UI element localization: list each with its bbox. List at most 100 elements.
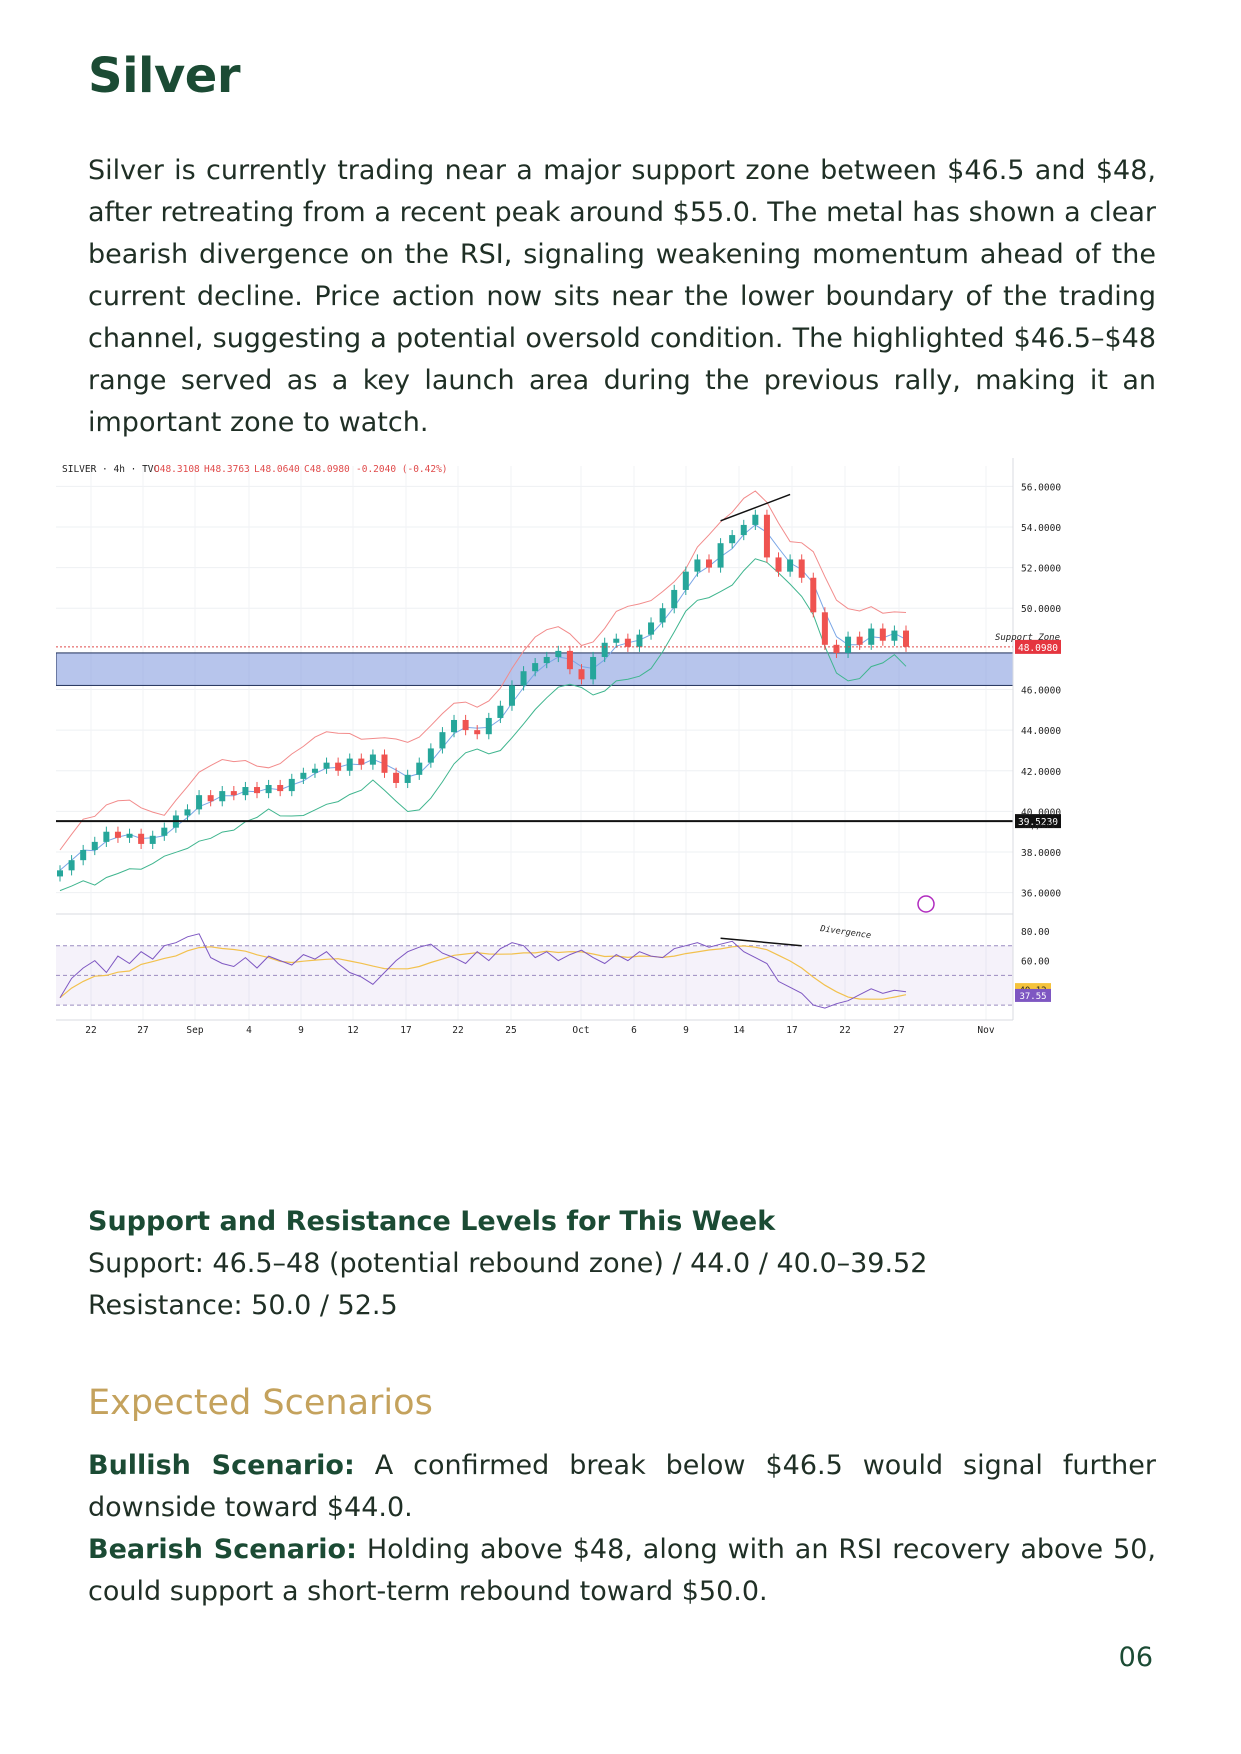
candle-body — [821, 612, 828, 645]
y-tick-label: 42.0000 — [1021, 767, 1061, 778]
x-tick-label: 4 — [246, 1025, 252, 1036]
candle-body — [659, 608, 666, 623]
axes: 56.0000 54.0000 52.0000 50.0000 46.0000 44.00… — [56, 458, 1061, 1036]
candle-body — [91, 841, 98, 851]
candle-body — [451, 719, 458, 733]
bullish-scenario: Bullish Scenario: A confirmed break belo… — [88, 1445, 1156, 1529]
zone-label: Support Zone — [995, 633, 1060, 643]
candle-body — [207, 795, 214, 802]
candle-body — [520, 671, 527, 686]
candle-body — [903, 630, 909, 647]
levels-title: Support and Resistance Levels for This W… — [88, 1206, 776, 1237]
candle-body — [358, 758, 365, 765]
support-levels: Support: 46.5–48 (potential rebound zone… — [88, 1248, 928, 1279]
bearish-scenario: Bearish Scenario: Holding above $48, alo… — [88, 1529, 1156, 1613]
x-tick-label: 17 — [786, 1025, 797, 1036]
candle-body — [311, 768, 318, 773]
x-tick-label: 6 — [631, 1025, 637, 1036]
y-tick-label: 36.0000 — [1021, 889, 1061, 900]
candle-body — [590, 656, 597, 680]
chart-open: O48.3108 — [154, 464, 200, 475]
y-tick-label: 50.0000 — [1021, 604, 1061, 615]
candle-body — [717, 543, 724, 568]
bb-upper — [59, 490, 907, 851]
candle-body — [242, 787, 249, 796]
candle-body — [103, 831, 110, 842]
chart-high: H48.3763 — [204, 464, 250, 475]
chart-symbol: SILVER · 4h · TVC — [62, 464, 159, 475]
candle-body — [335, 762, 342, 771]
x-tick-label: 22 — [85, 1025, 96, 1036]
y-tick-label: 38.0000 — [1021, 848, 1061, 859]
candle-body — [439, 732, 446, 749]
x-tick-label: 27 — [137, 1025, 148, 1036]
candle-body — [740, 524, 747, 536]
candle-body — [856, 636, 863, 645]
rsi-tick-label: 80.00 — [1021, 927, 1050, 938]
candle-body — [230, 791, 237, 796]
candle-body — [265, 784, 272, 794]
candle-body — [485, 717, 492, 735]
chart-svg: 48.0980 39.5230 40.1237.55 56.0000 54.0000… — [55, 458, 1190, 1170]
y-tick-label: 40.0000 — [1021, 807, 1061, 818]
candle-body — [474, 730, 481, 735]
rsi-line — [59, 933, 907, 1009]
silver-chart: 48.0980 39.5230 40.1237.55 56.0000 54.0000… — [55, 458, 1190, 1170]
candle-body — [763, 514, 770, 558]
y-tick-label: 44.0000 — [1021, 726, 1061, 737]
chart-change: -0.2040 (-0.42%) — [356, 464, 448, 475]
candle-body — [161, 827, 168, 836]
candle-body — [868, 628, 875, 645]
peak-trendline — [720, 493, 791, 522]
candle-body — [578, 669, 585, 680]
candle-body — [682, 571, 689, 590]
x-tick-label: Sep — [186, 1025, 203, 1036]
bearish-label: Bearish Scenario: — [88, 1534, 357, 1565]
candle-body — [891, 630, 898, 641]
candle-body — [532, 663, 539, 672]
candle-body — [705, 559, 712, 568]
candle-body — [798, 559, 805, 578]
support-line-label: Support — [1022, 821, 1056, 830]
y-tick-label: 46.0000 — [1021, 686, 1061, 697]
candle-body — [462, 719, 469, 731]
candle-body — [497, 705, 504, 718]
x-tick-label: 27 — [893, 1025, 904, 1036]
candle-body — [80, 850, 87, 861]
x-tick-label: 22 — [839, 1025, 850, 1036]
candle-body — [68, 860, 75, 871]
resistance-levels: Resistance: 50.0 / 52.5 — [88, 1290, 398, 1321]
candle-body — [810, 577, 817, 613]
candle-body — [138, 833, 145, 844]
candle-body — [543, 656, 550, 664]
candle-body — [196, 795, 203, 810]
rsi-value: 37.55 — [1019, 992, 1046, 1002]
candle-body — [323, 762, 330, 769]
candle-body — [729, 535, 736, 544]
candle-body — [219, 791, 226, 802]
support-tag-label: 39.5230 — [1018, 817, 1058, 828]
x-tick-label: 17 — [400, 1025, 411, 1036]
candle-body — [114, 831, 121, 838]
candle-body — [775, 557, 782, 572]
rsi-panel — [56, 945, 1013, 1006]
rsi-value-tag — [1015, 988, 1051, 1002]
y-tick-label: 56.0000 — [1021, 482, 1061, 493]
rsi-divergence-line — [720, 937, 802, 947]
support-tag — [1015, 814, 1061, 829]
candle-body — [254, 787, 261, 794]
intro-paragraph: Silver is currently trading near a major… — [88, 155, 1156, 438]
last-price-label: 48.0980 — [1018, 643, 1058, 654]
candle-body — [288, 778, 295, 792]
candle-body — [393, 772, 400, 783]
candle-body — [624, 638, 631, 647]
candle-body — [694, 559, 701, 572]
bullish-label: Bullish Scenario: — [88, 1450, 355, 1481]
candle-body — [845, 636, 852, 653]
bb-lower — [59, 558, 907, 892]
candles — [57, 509, 909, 882]
candle-body — [427, 748, 434, 763]
candle-body — [671, 589, 678, 609]
page-number: 06 — [1118, 1642, 1153, 1673]
level-lines: 48.0980 39.5230 — [56, 493, 1061, 829]
